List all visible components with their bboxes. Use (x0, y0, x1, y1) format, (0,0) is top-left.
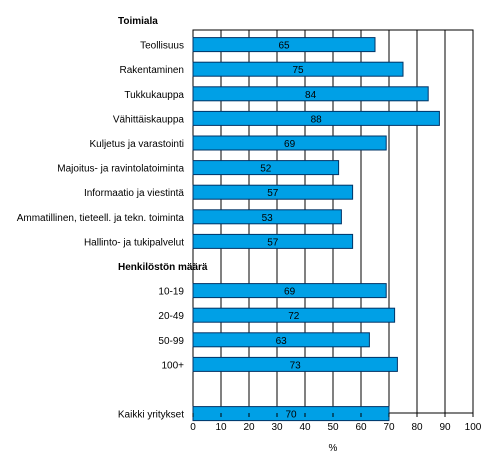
bar (192, 61, 404, 77)
bar (192, 356, 398, 372)
category-label: Kaikki yritykset (118, 410, 184, 421)
bar-value-label: 63 (276, 336, 288, 347)
bar-value-label: 53 (262, 213, 274, 224)
x-tick-label: 20 (243, 422, 255, 433)
bar (192, 135, 387, 151)
bar (192, 332, 370, 348)
category-label: 50-99 (158, 336, 184, 347)
bar-value-label: 84 (305, 90, 317, 101)
category-label: 100+ (161, 360, 184, 371)
x-tick-label: 90 (439, 422, 451, 433)
bar (192, 86, 429, 102)
x-tick-label: 0 (190, 422, 196, 433)
x-tick-label: 30 (271, 422, 283, 433)
bar-value-label: 57 (267, 237, 279, 248)
x-tick-label: 70 (383, 422, 395, 433)
x-tick-label: 60 (355, 422, 367, 433)
bar-value-label: 88 (311, 114, 323, 125)
category-label: Teollisuus (140, 41, 184, 52)
bar-value-label: 57 (267, 188, 279, 199)
bar (192, 209, 342, 225)
bar (192, 184, 354, 200)
category-labels: Toimiala Teollisuus Rakentaminen Tukkukaupp… (17, 16, 208, 421)
category-label: Tukkukauppa (124, 90, 184, 101)
x-tick-label: 10 (215, 422, 227, 433)
bar-value-label: 75 (292, 65, 304, 76)
category-label: Rakentaminen (120, 65, 184, 76)
x-tick-label: 100 (465, 422, 482, 433)
group-heading: Henkilöstön määrä (118, 262, 208, 273)
bar-value-label: 72 (288, 311, 300, 322)
bar (192, 110, 440, 126)
category-label: Informaatio ja viestintä (84, 188, 184, 199)
category-label: Kuljetus ja varastointi (90, 139, 185, 150)
bar-value-label: 52 (260, 164, 272, 175)
bar (192, 37, 376, 53)
bar-value-label: 69 (284, 139, 296, 150)
category-label: 20-49 (158, 311, 184, 322)
bar (192, 307, 396, 323)
category-label: Majoitus- ja ravintolatoiminta (57, 164, 184, 175)
x-tick-label: 40 (299, 422, 311, 433)
bar-value-label: 73 (290, 360, 302, 371)
category-label: 10-19 (158, 287, 184, 298)
bar-value-label: 69 (284, 287, 296, 298)
category-label: Ammatillinen, tieteell. ja tekn. toimint… (17, 213, 185, 224)
x-tick-label: 50 (327, 422, 339, 433)
group-heading: Toimiala (118, 16, 158, 27)
x-axis-label: % (329, 443, 338, 454)
category-label: Vähittäiskauppa (113, 114, 185, 125)
category-label: Hallinto- ja tukipalvelut (84, 237, 184, 248)
bar-value-label: 70 (285, 410, 297, 421)
bar-value-label: 65 (278, 41, 290, 52)
x-axis-ticks: 0 10 20 30 40 50 60 70 80 90 100 (190, 413, 482, 433)
bar (192, 233, 354, 249)
bars: 65 75 84 88 69 52 57 53 57 69 72 63 73 70 (192, 37, 440, 422)
bar (192, 160, 340, 176)
bar (192, 283, 387, 299)
x-tick-label: 80 (411, 422, 423, 433)
